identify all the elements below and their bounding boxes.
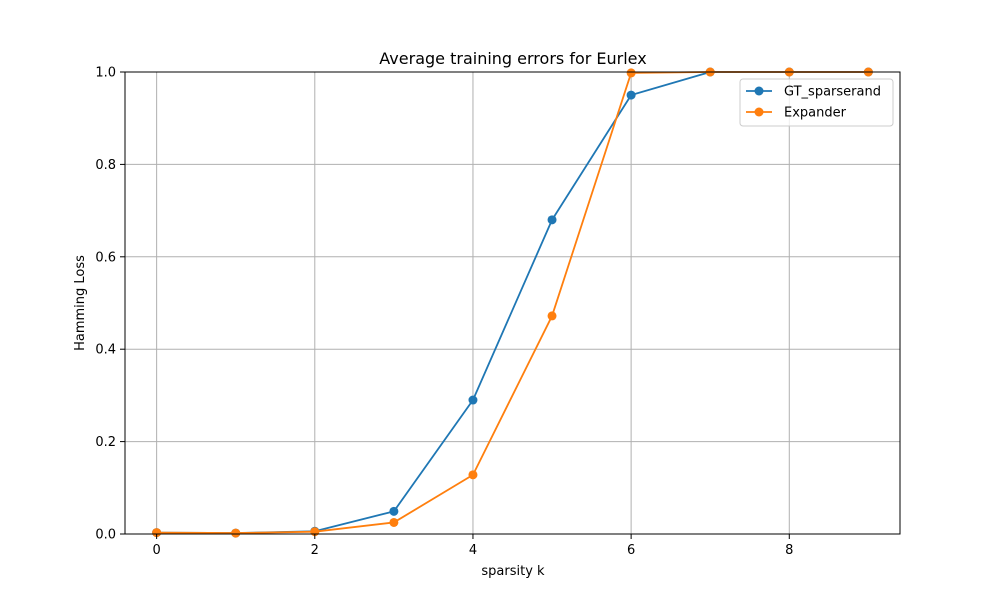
grid-layer xyxy=(125,71,900,535)
data-point xyxy=(389,506,399,516)
legend-marker xyxy=(754,86,764,96)
legend: GT_sparserand Expander xyxy=(739,78,894,127)
x-tick-label: 2 xyxy=(311,543,319,558)
data-point xyxy=(626,90,636,100)
data-point xyxy=(547,215,557,225)
legend-marker xyxy=(754,107,764,117)
data-point xyxy=(389,517,399,527)
legend-label: GT_sparserand xyxy=(784,85,881,100)
y-tick-label: 0.8 xyxy=(95,158,116,173)
data-point xyxy=(468,470,478,480)
y-tick-label: 0.0 xyxy=(95,528,116,543)
plot-frame xyxy=(124,71,901,535)
x-tick-layer: 0 2 4 6 8 xyxy=(152,534,793,558)
series-line-2 xyxy=(156,71,869,534)
data-point xyxy=(626,68,636,78)
data-point xyxy=(152,528,162,538)
y-tick-layer: 0.0 0.2 0.4 0.6 0.8 1.0 xyxy=(95,66,125,543)
x-tick-label: 0 xyxy=(152,543,160,558)
series-layer xyxy=(152,67,873,538)
series-line-1 xyxy=(156,71,869,534)
data-point xyxy=(231,528,241,538)
legend-box xyxy=(739,78,894,127)
legend-label: Expander xyxy=(784,106,847,121)
data-point xyxy=(547,311,557,321)
y-tick-label: 1.0 xyxy=(95,66,116,81)
y-tick-label: 0.4 xyxy=(95,343,116,358)
data-point xyxy=(468,395,478,405)
x-tick-label: 8 xyxy=(785,543,793,558)
y-axis-label: Hamming Loss xyxy=(73,255,88,351)
x-tick-label: 4 xyxy=(469,543,477,558)
x-tick-label: 6 xyxy=(627,543,635,558)
x-axis-label: sparsity k xyxy=(481,564,545,579)
y-tick-label: 0.2 xyxy=(95,435,116,450)
y-tick-label: 0.6 xyxy=(95,250,116,265)
chart-title: Average training errors for Eurlex xyxy=(379,49,646,68)
